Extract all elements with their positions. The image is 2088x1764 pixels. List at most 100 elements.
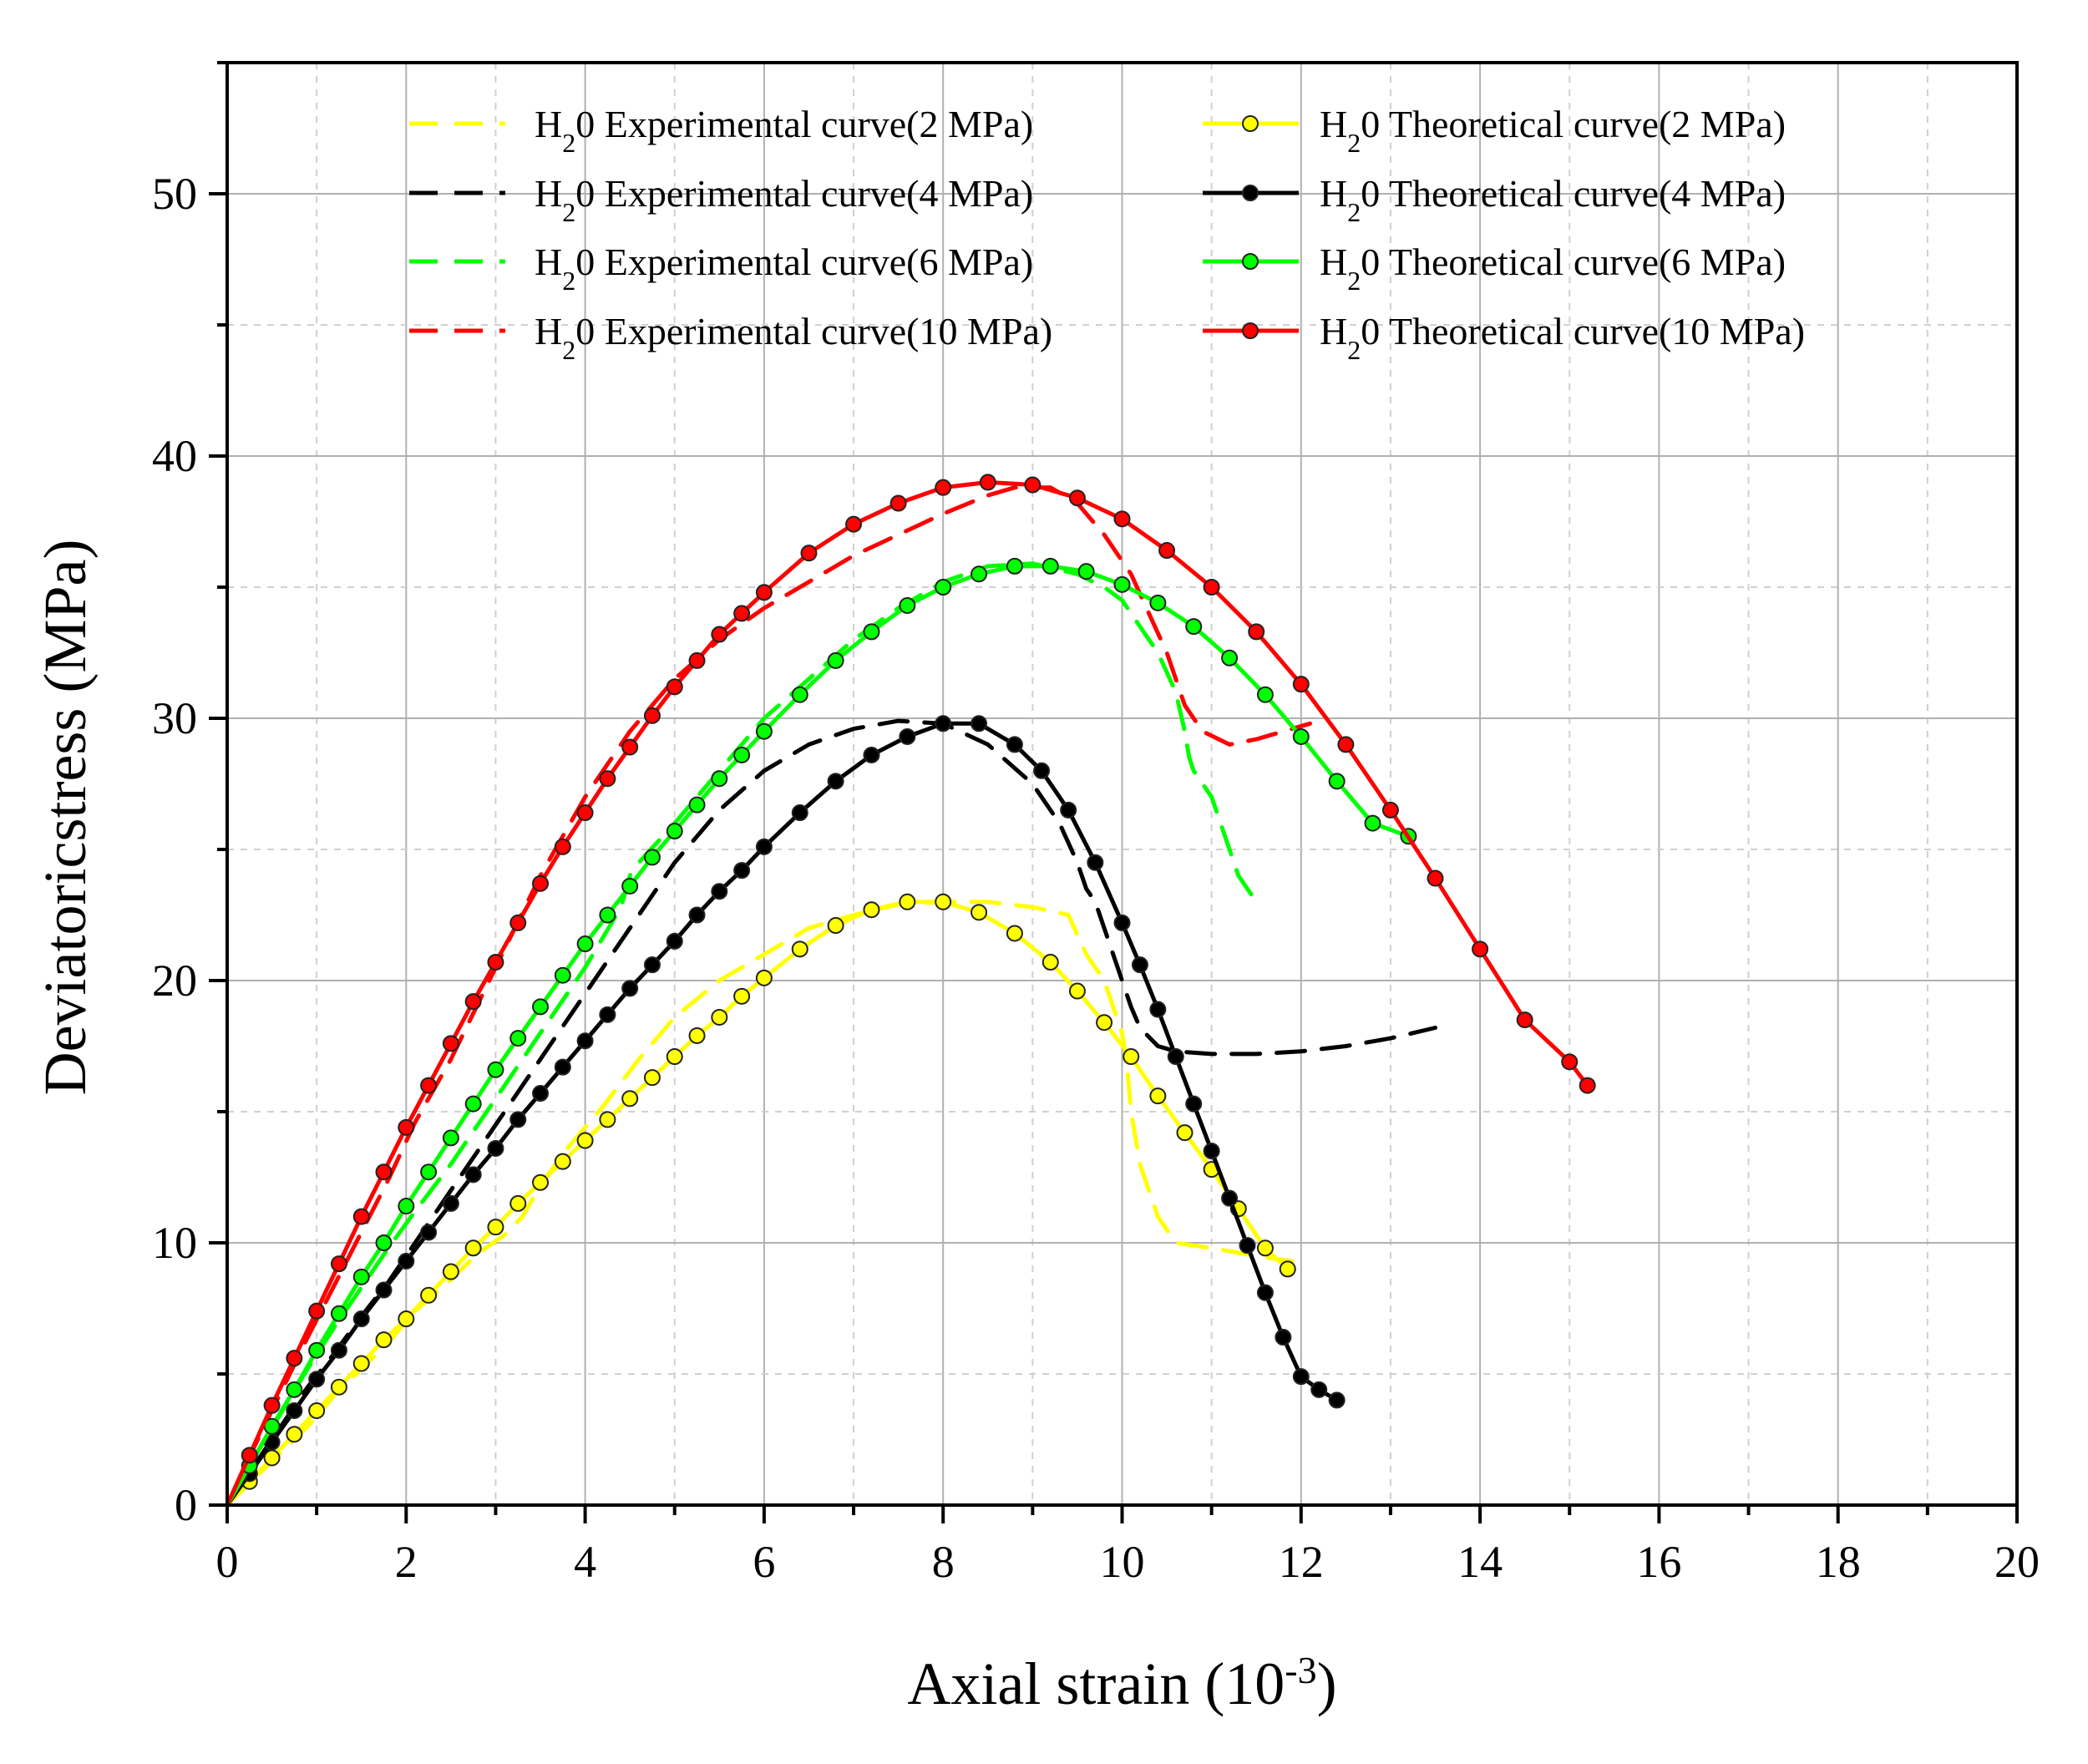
- data-point: [733, 987, 751, 1005]
- data-point: [330, 1305, 347, 1322]
- data-point: [576, 1032, 594, 1050]
- data-point: [398, 1310, 415, 1328]
- data-point: [621, 1090, 639, 1108]
- data-point: [576, 935, 594, 953]
- data-point: [1041, 557, 1059, 575]
- data-point: [1310, 1381, 1328, 1398]
- data-point: [286, 1381, 303, 1398]
- data-point: [487, 1061, 504, 1078]
- data-point: [733, 746, 751, 763]
- legend-label: H20 Theoretical curve(2 MPa): [1320, 103, 1786, 158]
- data-point: [509, 914, 527, 931]
- data-point: [971, 565, 988, 583]
- data-point: [398, 1252, 415, 1270]
- data-point: [863, 901, 880, 919]
- legend-label: H20 Theoretical curve(4 MPa): [1320, 172, 1786, 227]
- data-point: [1203, 579, 1220, 596]
- legend-label-h: H: [535, 103, 562, 145]
- y-tick-label: 10: [152, 1218, 197, 1268]
- data-point: [971, 904, 988, 921]
- legend-label-sub: 2: [1347, 266, 1361, 296]
- data-point: [755, 969, 773, 986]
- data-point: [711, 770, 728, 788]
- data-point: [1087, 854, 1104, 871]
- data-point: [971, 715, 988, 732]
- series-7: [225, 557, 1417, 1508]
- data-point: [599, 770, 616, 788]
- data-point: [666, 932, 683, 950]
- data-point: [1149, 594, 1167, 611]
- legend-label: H20 Theoretical curve(10 MPa): [1320, 310, 1805, 365]
- data-point: [1006, 736, 1023, 753]
- data-point: [643, 956, 661, 974]
- data-point: [979, 474, 996, 491]
- data-point: [666, 1048, 683, 1066]
- data-point: [643, 707, 661, 724]
- data-point: [420, 1077, 438, 1094]
- data-point: [1248, 623, 1265, 641]
- legend-label-h: H: [535, 172, 562, 215]
- x-tick-label: 14: [1457, 1537, 1503, 1587]
- data-point: [576, 1132, 594, 1149]
- data-point: [375, 1234, 393, 1251]
- series-5: [225, 893, 1296, 1508]
- x-tick-label: 16: [1636, 1537, 1681, 1587]
- data-point: [1328, 773, 1346, 790]
- legend-item: H20 Experimental curve(10 MPa): [409, 310, 1052, 365]
- data-point: [1185, 618, 1203, 636]
- data-point: [1176, 1124, 1194, 1142]
- data-point: [1256, 1284, 1274, 1301]
- data-point: [688, 1026, 706, 1044]
- legend-item: H20 Experimental curve(2 MPa): [409, 103, 1033, 158]
- experimental-curve-line: [225, 561, 1259, 1508]
- data-point: [1561, 1053, 1579, 1071]
- data-point: [1203, 1143, 1220, 1160]
- data-point: [554, 966, 571, 984]
- data-point: [241, 1447, 258, 1464]
- y-tick-label: 30: [152, 693, 197, 743]
- data-point: [1113, 914, 1131, 931]
- legend-label-h: H: [1320, 172, 1347, 215]
- data-point: [308, 1302, 326, 1320]
- series-layer: [225, 474, 1596, 1508]
- experimental-curve-line: [225, 900, 1295, 1508]
- data-point: [599, 1111, 616, 1128]
- data-point: [1113, 510, 1131, 528]
- legend: H20 Experimental curve(2 MPa) H20 Experim…: [409, 103, 1805, 365]
- series-1: [225, 900, 1295, 1508]
- legend-label-rest: 0 Theoretical curve(2 MPa): [1361, 103, 1786, 145]
- data-point: [1337, 736, 1355, 753]
- data-point: [375, 1281, 393, 1299]
- data-point: [308, 1371, 326, 1388]
- legend-label-rest: 0 Theoretical curve(6 MPa): [1361, 241, 1786, 283]
- legend-label-sub: 2: [562, 128, 575, 158]
- data-point: [711, 883, 728, 900]
- data-point: [1239, 1237, 1256, 1255]
- legend-label: H20 Experimental curve(2 MPa): [535, 103, 1033, 158]
- data-point: [532, 874, 550, 892]
- data-point: [420, 1163, 438, 1181]
- data-point: [442, 1194, 459, 1212]
- data-point: [827, 917, 844, 935]
- legend-label-rest: 0 Theoretical curve(10 MPa): [1361, 310, 1805, 352]
- data-point: [791, 940, 808, 958]
- data-point: [1033, 762, 1051, 779]
- data-point: [1364, 814, 1381, 832]
- legend-marker: [1242, 115, 1259, 132]
- legend-label-h: H: [535, 241, 562, 283]
- data-point: [643, 1069, 661, 1087]
- data-point: [509, 1111, 527, 1128]
- data-point: [1096, 1014, 1113, 1032]
- data-point: [800, 545, 818, 562]
- data-point: [1123, 1048, 1140, 1066]
- data-point: [1167, 1048, 1184, 1066]
- data-point: [711, 1008, 728, 1026]
- legend-item: H20 Experimental curve(6 MPa): [409, 241, 1033, 296]
- data-point: [1381, 801, 1399, 819]
- legend-label: H20 Experimental curve(6 MPa): [535, 241, 1033, 296]
- data-point: [420, 1224, 438, 1241]
- data-point: [1006, 557, 1023, 575]
- data-point: [791, 686, 808, 703]
- data-point: [599, 906, 616, 924]
